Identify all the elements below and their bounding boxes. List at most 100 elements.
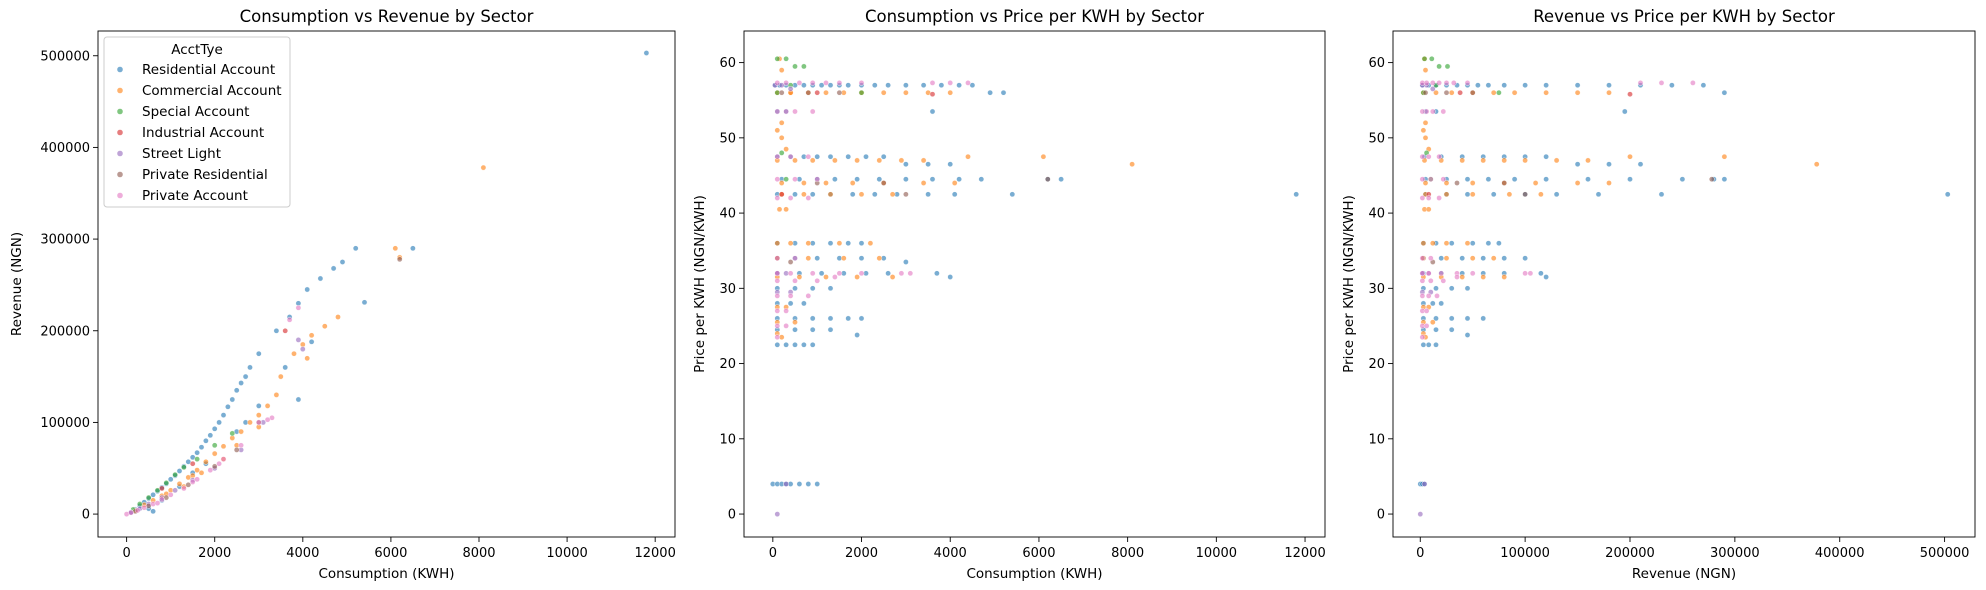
data-point bbox=[339, 259, 346, 265]
chart-title: Revenue vs Price per KWH by Sector bbox=[1533, 7, 1835, 26]
data-point bbox=[1637, 80, 1644, 86]
data-point bbox=[809, 191, 816, 198]
data-point bbox=[783, 146, 789, 152]
series-private-residential bbox=[132, 256, 403, 515]
data-point bbox=[1425, 206, 1432, 213]
data-point bbox=[229, 396, 236, 403]
data-point bbox=[1469, 270, 1476, 277]
legend-marker bbox=[116, 171, 124, 178]
data-point bbox=[872, 191, 878, 198]
data-point bbox=[969, 82, 976, 88]
data-point bbox=[801, 82, 807, 88]
data-point bbox=[903, 161, 909, 167]
data-point bbox=[1419, 334, 1426, 341]
data-point bbox=[1490, 191, 1497, 198]
series-private-residential bbox=[1422, 89, 1715, 265]
data-point bbox=[778, 67, 785, 73]
data-point bbox=[774, 255, 781, 262]
data-point bbox=[1506, 191, 1513, 198]
data-point bbox=[1700, 82, 1707, 88]
data-point bbox=[247, 364, 253, 371]
y-axis-label: Price per KWH (NGN/KWH) bbox=[1341, 195, 1357, 373]
data-point bbox=[1459, 255, 1465, 262]
data-point bbox=[1419, 255, 1426, 262]
data-point bbox=[814, 176, 821, 182]
data-point bbox=[1420, 127, 1427, 134]
data-point bbox=[1058, 176, 1064, 182]
legend-label: Private Residential bbox=[142, 167, 268, 183]
data-point bbox=[929, 91, 936, 97]
data-point bbox=[1490, 255, 1497, 262]
data-point bbox=[854, 176, 860, 182]
data-point bbox=[1574, 89, 1581, 96]
data-point bbox=[1485, 240, 1492, 246]
x-tick-label: 0 bbox=[122, 546, 130, 561]
data-point bbox=[1538, 191, 1544, 198]
data-point bbox=[1422, 89, 1429, 96]
x-tick-label: 12000 bbox=[634, 546, 675, 561]
data-point bbox=[295, 396, 302, 403]
data-point bbox=[805, 153, 812, 160]
data-point bbox=[321, 323, 328, 330]
x-tick-label: 6000 bbox=[1022, 546, 1055, 561]
data-point bbox=[1553, 191, 1560, 198]
x-tick-label: 10000 bbox=[1196, 546, 1237, 561]
legend-label: Residential Account bbox=[142, 62, 275, 78]
data-point bbox=[898, 270, 905, 277]
data-point bbox=[947, 274, 954, 280]
data-point bbox=[787, 300, 794, 307]
data-point bbox=[1425, 153, 1432, 160]
data-point bbox=[1543, 89, 1549, 96]
data-point bbox=[1428, 277, 1434, 284]
data-point bbox=[809, 80, 816, 86]
legend-title: AcctTye bbox=[171, 42, 223, 58]
data-point bbox=[787, 240, 794, 246]
data-point bbox=[392, 245, 399, 252]
data-point bbox=[903, 89, 909, 96]
data-point bbox=[1658, 80, 1665, 86]
data-point bbox=[1464, 315, 1471, 322]
data-point bbox=[1423, 323, 1430, 329]
data-point bbox=[1430, 319, 1436, 326]
data-point bbox=[1436, 63, 1442, 70]
data-point bbox=[172, 487, 178, 494]
chart-title: Consumption vs Revenue by Sector bbox=[240, 7, 534, 26]
series-special-account bbox=[130, 430, 236, 513]
series-special-account bbox=[774, 56, 865, 182]
data-point bbox=[774, 127, 781, 134]
data-point bbox=[805, 481, 812, 487]
data-point bbox=[903, 191, 909, 198]
x-tick-label: 100000 bbox=[1500, 546, 1550, 561]
data-point bbox=[809, 270, 816, 277]
data-point bbox=[845, 240, 852, 246]
data-point bbox=[783, 206, 789, 213]
data-point bbox=[814, 277, 821, 284]
data-point bbox=[836, 240, 843, 246]
data-point bbox=[776, 206, 783, 213]
data-point bbox=[1464, 80, 1471, 86]
y-axis-label: Price per KWH (NGN/KWH) bbox=[692, 195, 708, 373]
data-point bbox=[792, 319, 798, 326]
data-point bbox=[1627, 176, 1633, 182]
data-point bbox=[978, 176, 985, 182]
legend-frame bbox=[103, 36, 291, 208]
data-point bbox=[220, 443, 227, 450]
data-point bbox=[854, 332, 860, 338]
data-point bbox=[787, 259, 794, 265]
data-point bbox=[1422, 134, 1429, 141]
data-point bbox=[774, 153, 781, 160]
data-point bbox=[247, 419, 253, 426]
data-point bbox=[317, 275, 324, 282]
data-point bbox=[1574, 180, 1581, 186]
data-point bbox=[827, 285, 834, 292]
data-point bbox=[1430, 300, 1436, 307]
data-point bbox=[801, 341, 807, 348]
data-point bbox=[1669, 82, 1675, 88]
data-points bbox=[770, 56, 1299, 517]
data-point bbox=[167, 491, 174, 498]
y-tick-label: 50 bbox=[1368, 131, 1385, 146]
data-point bbox=[1448, 285, 1455, 292]
data-point bbox=[1421, 56, 1428, 62]
data-point bbox=[1000, 89, 1007, 96]
data-point bbox=[299, 346, 306, 352]
